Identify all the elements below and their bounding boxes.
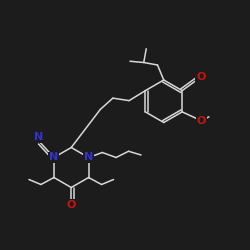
Text: O: O [197,116,206,126]
Text: N: N [84,152,93,162]
Text: O: O [196,72,205,82]
Text: N: N [49,152,58,162]
Text: O: O [66,200,76,209]
Text: N: N [34,132,43,142]
